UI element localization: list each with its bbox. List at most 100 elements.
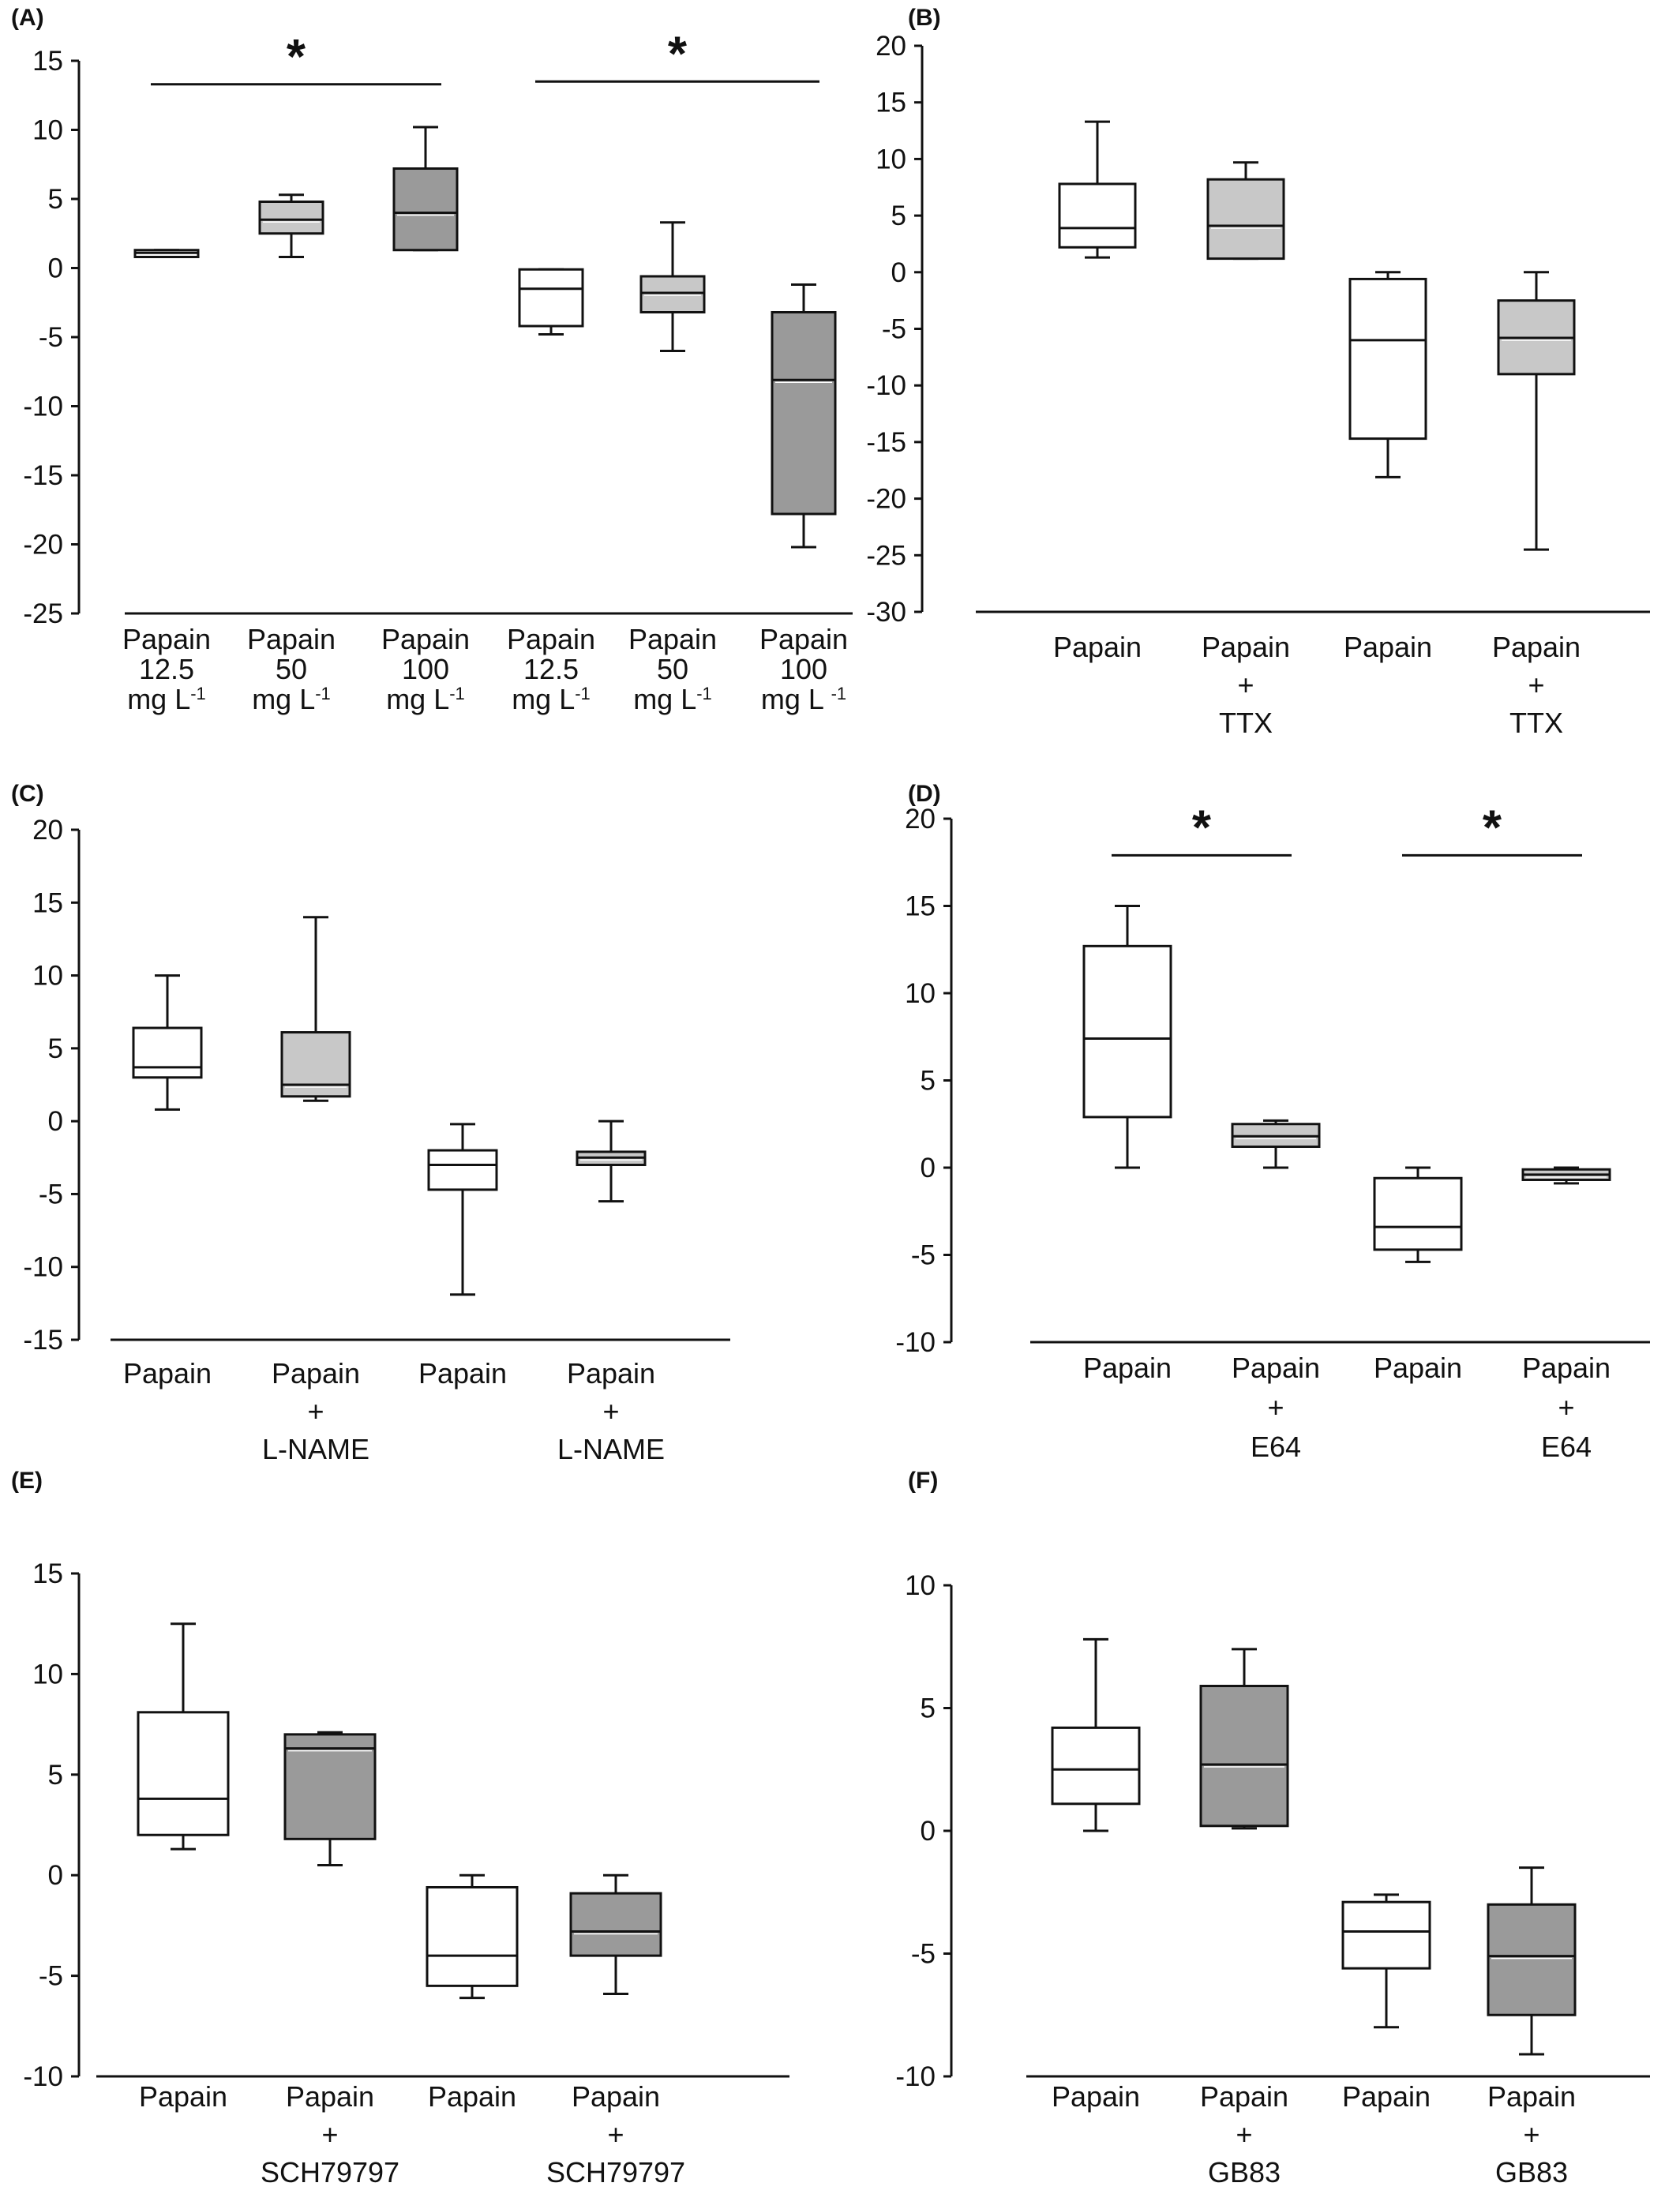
box-6 (771, 283, 837, 549)
box-iqr (1348, 277, 1427, 441)
y-tick-label: 15 (32, 1558, 63, 1589)
y-tick-label: -20 (866, 484, 906, 515)
box-3 (392, 126, 459, 252)
box-iqr (427, 1149, 498, 1191)
category-label: Papain (122, 623, 211, 655)
superscript: -1 (315, 684, 331, 703)
significance-star: * (668, 27, 688, 81)
y-tick-label: -20 (23, 530, 63, 561)
box-3 (426, 1873, 519, 2000)
box-4 (1487, 1866, 1577, 2056)
y-tick-label: 20 (876, 31, 906, 62)
category-label: Papain (286, 2080, 374, 2113)
category-label: TTX (1219, 707, 1273, 739)
category-label: Papain (418, 1357, 507, 1390)
category-label: E64 (1541, 1431, 1592, 1463)
category-label: Papain (1522, 1352, 1611, 1384)
significance-star: * (287, 30, 306, 84)
panel-label: (F) (908, 1468, 938, 1494)
category-label: E64 (1251, 1431, 1301, 1463)
box-1 (137, 1622, 230, 1851)
category-label: Papain (139, 2080, 227, 2113)
category-label: Papain (1200, 2080, 1288, 2113)
y-tick-label: -10 (23, 392, 63, 422)
category-label: Papain (1232, 1352, 1320, 1384)
category-label: mg L-1 (252, 683, 331, 715)
y-tick-label: 15 (32, 46, 63, 77)
chart-panel-f: (F) 10 5 0 -5 -10 Papain Papain + GB83 Papain Papai… (895, 1468, 1650, 2188)
box-3 (1341, 1893, 1431, 2029)
y-tick-label: 5 (921, 1693, 936, 1724)
category-label: TTX (1509, 707, 1563, 739)
box-1 (1082, 905, 1172, 1169)
y-tick-label: 10 (32, 961, 63, 992)
category-label: + (1528, 669, 1544, 701)
category-label: Papain (1052, 2080, 1140, 2113)
superscript: -1 (831, 684, 847, 703)
y-tick-label: 10 (32, 1659, 63, 1690)
category-label: Papain (1374, 1352, 1462, 1384)
category-label: Papain (1202, 631, 1290, 663)
box-4 (1497, 271, 1576, 551)
box-iqr (1051, 1726, 1141, 1806)
panel-label: (B) (908, 5, 941, 31)
category-label: + (321, 2118, 338, 2151)
y-tick-label: 5 (921, 1066, 936, 1097)
category-label: Papain (572, 2080, 660, 2113)
superscript: -1 (696, 684, 712, 703)
box-2 (1231, 1119, 1321, 1169)
box-iqr (283, 1733, 377, 1840)
y-tick-label: 0 (891, 257, 906, 288)
category-label: Papain (247, 623, 336, 655)
category-label: + (602, 1395, 619, 1427)
y-tick-label: -5 (39, 1961, 63, 1992)
chart-panel-b: (B)20 15 10 5 0 -5 -10 -15 -20 -25 -30 Papain Papain… (866, 5, 1650, 739)
category-label: Papain (1492, 631, 1581, 663)
box-iqr (132, 1026, 203, 1079)
box-iqr (1082, 944, 1172, 1119)
box-1 (1051, 1637, 1141, 1832)
box-iqr (1487, 1903, 1577, 2016)
superscript: -1 (449, 684, 465, 703)
y-tick-label: 20 (32, 815, 63, 846)
category-label: 100 (780, 653, 827, 685)
box-iqr (771, 311, 837, 516)
y-tick-label: 15 (905, 891, 936, 922)
category-label: + (1237, 669, 1254, 701)
category-label: + (307, 1395, 324, 1427)
category-label: + (607, 2118, 624, 2151)
box-iqr (518, 268, 584, 328)
category-label: Papain (628, 623, 717, 655)
category-label: mg L-1 (127, 683, 206, 715)
y-tick-label: -15 (866, 427, 906, 458)
y-tick-label: 10 (32, 115, 63, 146)
chart-panel-c: (C) 20 15 10 5 0 -5 -10 -15 Papain Papain + L-NAME Pa… (11, 781, 730, 1465)
box-iqr (137, 1711, 230, 1836)
category-label: Papain (1344, 631, 1432, 663)
box-iqr (1199, 1685, 1289, 1828)
category-label: Papain (123, 1357, 212, 1390)
box-3 (427, 1123, 498, 1296)
y-tick-label: 15 (32, 887, 63, 918)
y-tick-label: 20 (905, 804, 936, 834)
box-2 (280, 916, 351, 1102)
box-iqr (258, 201, 324, 235)
category-label: L-NAME (557, 1433, 665, 1465)
y-tick-label: -5 (911, 1240, 936, 1271)
box-4 (576, 1120, 647, 1203)
y-tick-label: 0 (48, 253, 63, 284)
y-tick-label: -10 (866, 370, 906, 401)
y-tick-label: 0 (48, 1860, 63, 1891)
category-label: Papain (272, 1357, 360, 1390)
box-iqr (569, 1892, 662, 1957)
category-label: + (1523, 2118, 1539, 2151)
y-tick-label: -25 (866, 540, 906, 571)
panel-label: (A) (11, 5, 44, 31)
y-tick-label: 5 (48, 1033, 63, 1064)
y-tick-label: -5 (39, 322, 63, 353)
box-2 (1206, 161, 1285, 261)
category-label: mg L-1 (512, 683, 591, 715)
category-label: GB83 (1495, 2156, 1568, 2188)
